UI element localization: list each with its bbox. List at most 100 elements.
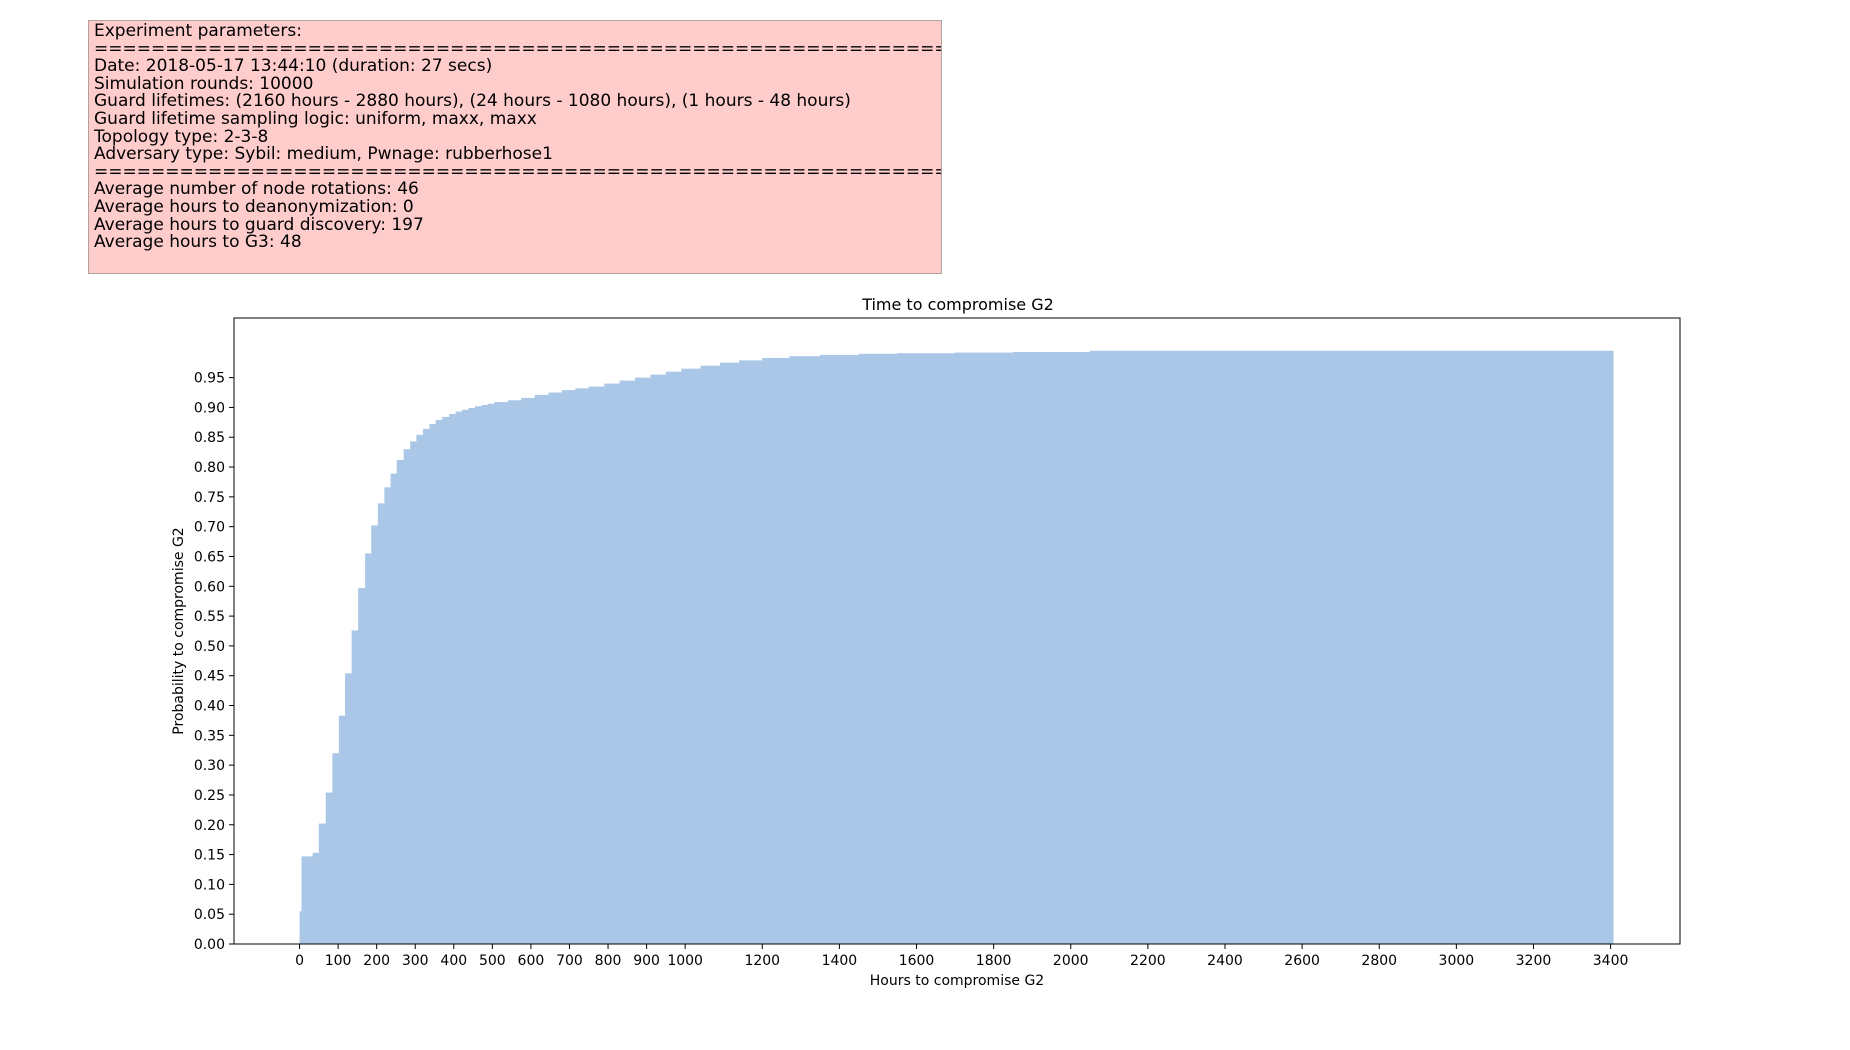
y-tick-label: 0.35 [194,728,225,744]
histogram-bar [604,383,621,945]
info-line: Experiment parameters: [94,21,302,41]
info-line: Topology type: 2-3-8 [94,126,269,147]
x-axis: 0 100 200 300 400 500 600 700 800 900 1000 1200 1400… [295,944,1628,969]
info-line: Average hours to deanonymization: 0 [94,196,414,217]
y-axis: 0.00 0.05 0.10 0.15 0.20 0.25 0.30 0.35 0.40 0.45… [194,371,234,953]
plot-area [299,350,1614,945]
histogram-bar [325,792,333,944]
histogram-bar [455,411,463,945]
x-tick-label: 2600 [1284,953,1320,969]
x-tick-label: 2000 [1053,953,1089,969]
histogram-bar [897,353,956,944]
histogram-bar [1090,350,1612,944]
histogram-bar [681,368,702,944]
histogram-bar [410,441,417,944]
histogram-bar [481,405,489,944]
x-tick-label: 3400 [1593,953,1629,969]
histogram-bar [665,371,682,944]
histogram-bar [487,403,495,945]
info-line: Date: 2018-05-17 13:44:10 (duration: 27 … [94,56,493,77]
histogram-bar [351,630,359,944]
x-tick-label: 0 [295,953,304,969]
x-tick-label: 3200 [1516,953,1552,969]
histogram-bar [312,852,320,944]
plot-frame [233,317,1681,945]
histogram-bar [422,428,431,944]
y-tick-label: 0.20 [194,818,225,834]
info-line: Adversary type: Sybil: medium, Pwnage: r… [94,144,553,165]
x-tick-label: 3000 [1439,953,1475,969]
histogram-bar [955,352,1014,945]
x-tick-label: 1200 [744,953,780,969]
x-tick-label: 1000 [667,953,703,969]
histogram-bar [619,380,636,945]
y-tick-label: 0.40 [194,699,225,715]
histogram-bar [338,715,346,944]
info-line: Guard lifetime sampling logic: uniform, … [94,108,537,129]
x-tick-label: 600 [518,953,545,969]
info-line: Guard lifetimes: (2160 hours - 2880 hour… [94,91,851,112]
histogram-bar [299,911,303,944]
histogram-bar [332,753,340,944]
y-tick-label: 0.30 [194,758,225,774]
histogram-bar [390,473,398,944]
y-tick-label: 0.65 [194,549,225,565]
histogram-bar [789,356,821,944]
histogram-bar [442,416,450,945]
histogram-bar [507,400,522,944]
y-tick-label: 0.00 [194,937,225,953]
histogram-bar [700,365,721,944]
histogram-bar [403,449,411,944]
y-tick-label: 0.50 [194,639,225,655]
y-tick-label: 0.25 [194,788,225,804]
x-tick-label: 1800 [976,953,1012,969]
x-tick-label: 300 [402,953,429,969]
histogram-bar [719,362,740,945]
histogram-bar [739,360,763,945]
info-line: Average number of node rotations: 46 [94,179,419,200]
chart-title: Time to compromise G2 [861,295,1054,314]
experiment-parameters-box: Experiment parameters: =================… [88,20,942,274]
x-tick-label: 2200 [1130,953,1166,969]
y-tick-label: 0.60 [194,579,225,595]
x-tick-label: 1400 [822,953,858,969]
y-tick-label: 0.80 [194,460,225,476]
y-tick-label: 0.55 [194,609,225,625]
y-tick-label: 0.85 [194,430,225,446]
x-tick-label: 800 [595,953,622,969]
info-line: Average hours to G3: 48 [94,232,302,253]
y-axis-label: Probability to compromise G2 [171,527,187,734]
x-axis-label: Hours to compromise G2 [870,973,1044,989]
y-tick-label: 0.05 [194,907,225,923]
info-separator: ========================================… [94,161,942,182]
y-tick-label: 0.95 [194,371,225,387]
info-line: Average hours to guard discovery: 197 [94,214,424,235]
histogram-bar [468,408,476,944]
x-tick-label: 500 [479,953,506,969]
histogram-bar [534,394,549,944]
histogram-bar [345,673,353,944]
histogram-bar [449,413,457,944]
histogram-bar [429,424,437,944]
histogram-bar [635,377,652,944]
info-separator: ========================================… [94,38,942,59]
y-tick-label: 0.15 [194,848,225,864]
histogram-bar [820,354,860,945]
histogram-bar [301,856,314,944]
x-tick-label: 1600 [899,953,935,969]
x-tick-label: 900 [633,953,660,969]
histogram-bar [377,503,385,944]
histogram-bar [650,374,667,944]
histogram-bar [858,353,898,944]
histogram-bar [588,386,605,944]
histogram-bar [416,434,424,944]
y-tick-label: 0.75 [194,490,225,506]
histogram-bar [365,553,372,944]
histogram-bar [384,487,392,944]
histogram-bar [762,357,790,944]
histogram-bar [575,388,590,945]
histogram-bar [475,406,483,944]
y-tick-label: 0.45 [194,669,225,685]
histogram-bar [494,402,509,944]
